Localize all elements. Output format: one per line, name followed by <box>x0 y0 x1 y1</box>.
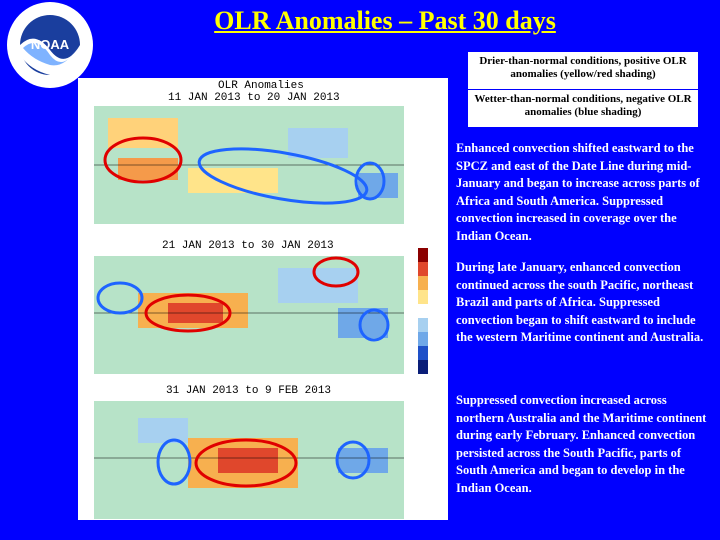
panel1-blue-ellipse <box>197 147 369 205</box>
panel3-red-circle <box>194 438 298 488</box>
paragraph-early-february: Suppressed convection increased across n… <box>456 393 707 495</box>
logo-text: NOAA <box>31 37 70 52</box>
olr-maps-figure: OLR Anomalies 11 JAN 2013 to 20 JAN 2013… <box>78 78 448 520</box>
panel2-red-circle <box>144 293 232 333</box>
panel1-title: 11 JAN 2013 to 20 JAN 2013 <box>168 92 340 104</box>
legend-dry: Drier-than-normal conditions, positive O… <box>468 52 698 89</box>
panel2-blue-circle-left <box>96 281 144 315</box>
slide-title: OLR Anomalies – Past 30 days <box>214 6 556 35</box>
panel3-blue-circle-left <box>156 438 192 486</box>
panel2-blue-circle-right <box>358 308 390 342</box>
panel3-title: 31 JAN 2013 to 9 FEB 2013 <box>166 385 331 397</box>
panel1-blue-circle <box>354 161 386 201</box>
paragraph-late-january: During late January, enhanced convection… <box>456 260 704 345</box>
panel3-blue-circle-right <box>335 440 371 480</box>
maps-header: OLR Anomalies <box>218 80 304 92</box>
paragraph-mid-january: Enhanced convection shifted eastward to … <box>456 141 700 243</box>
panel2-title: 21 JAN 2013 to 30 JAN 2013 <box>162 240 334 252</box>
panel1-red-circle <box>103 136 183 184</box>
legend-wet: Wetter-than-normal conditions, negative … <box>468 90 698 127</box>
noaa-logo: NOAA <box>5 0 95 90</box>
panel2-red-circle-right <box>312 256 360 288</box>
colorbar <box>418 248 428 374</box>
